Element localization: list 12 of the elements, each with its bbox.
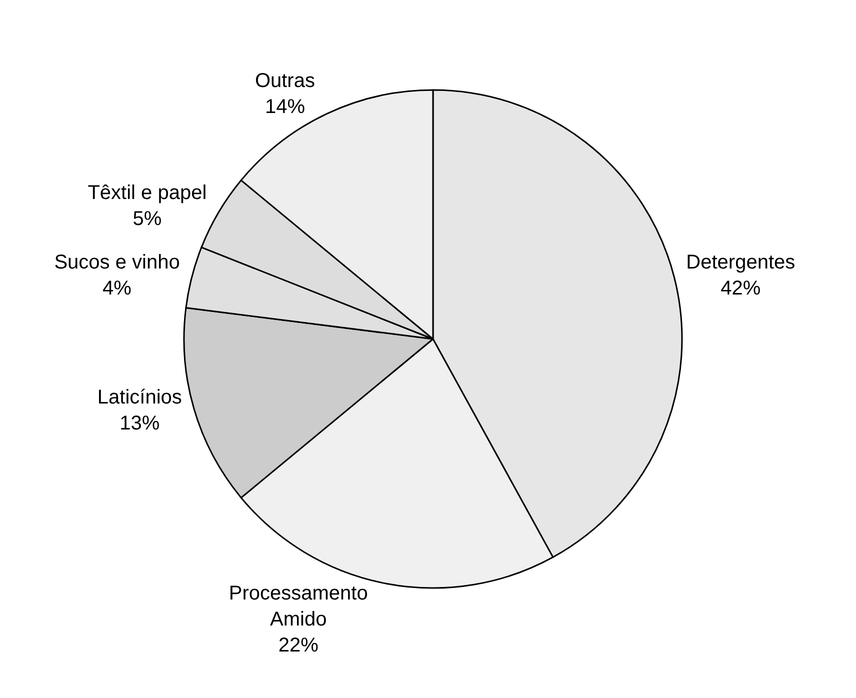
data-label: 14% — [264, 96, 306, 118]
slice-label: Detergentes — [686, 252, 796, 274]
slice-label: Sucos e vinho — [54, 252, 180, 274]
data-label: 13% — [120, 412, 160, 434]
slice-label: Outras — [254, 70, 315, 92]
slice-label: Têxtil e papel — [88, 182, 207, 204]
data-label: 22% — [278, 634, 319, 656]
data-label: 42% — [720, 278, 761, 300]
slice-label: Processamento Amido — [228, 582, 368, 630]
slice-label: Laticínios — [97, 386, 182, 408]
data-label: 5% — [132, 208, 162, 230]
data-label: 4% — [102, 278, 132, 300]
